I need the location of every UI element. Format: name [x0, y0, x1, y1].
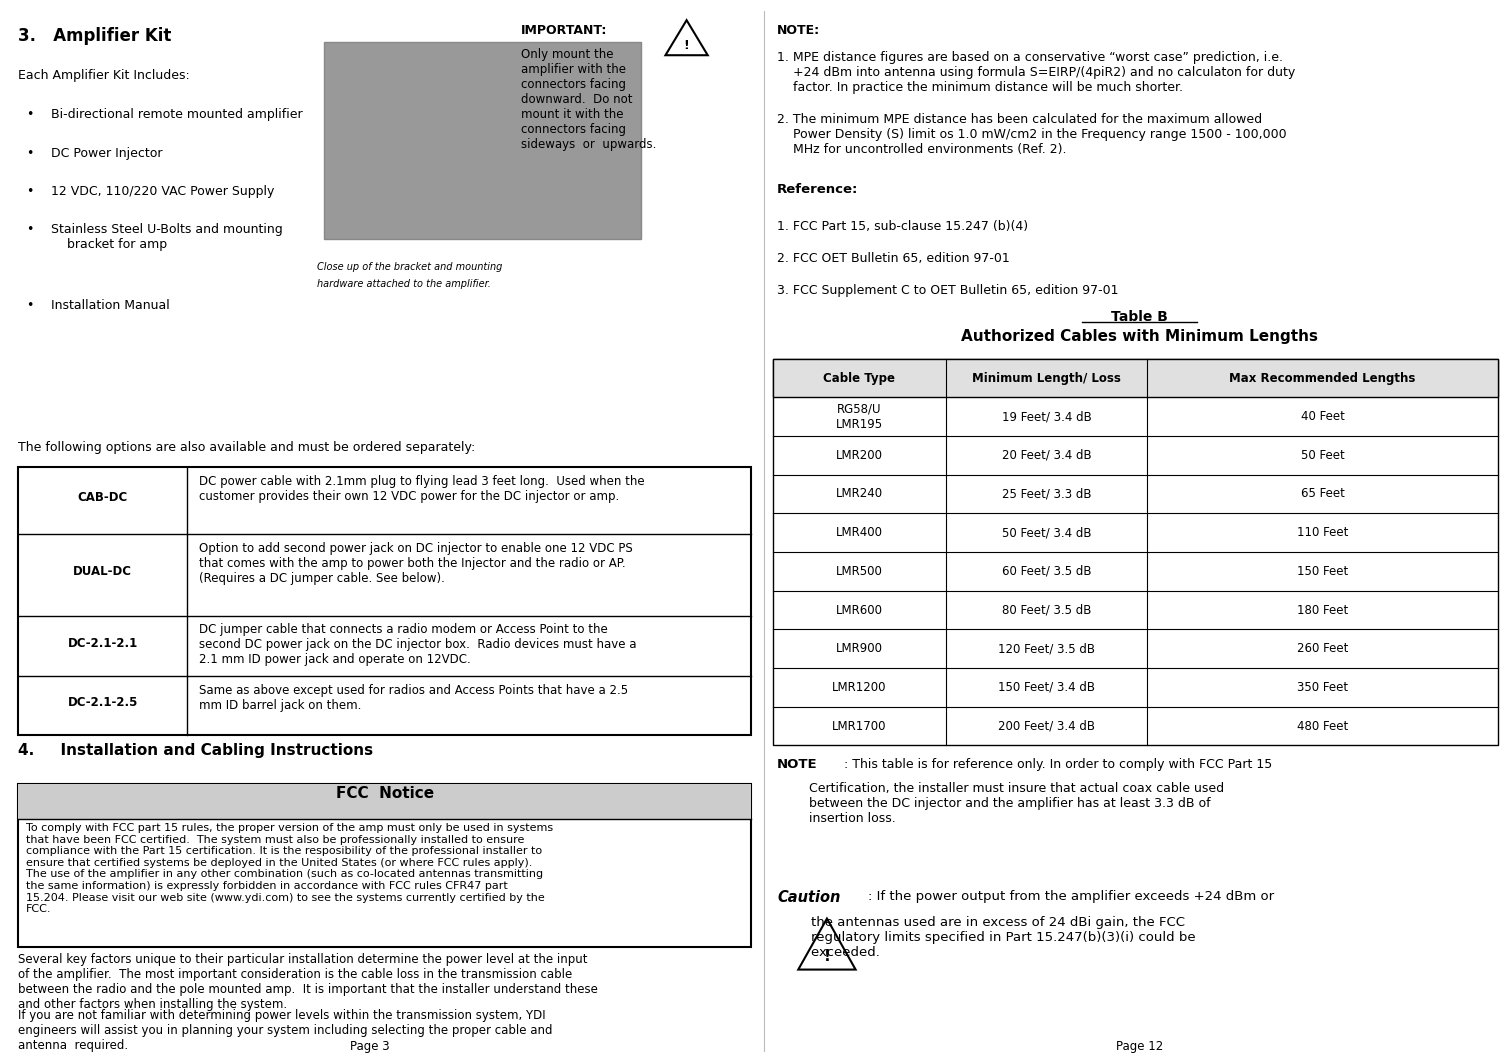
Text: Page 3: Page 3 [350, 1041, 389, 1053]
Text: DC Power Injector: DC Power Injector [51, 147, 163, 160]
Text: •: • [26, 223, 33, 236]
Text: : If the power output from the amplifier exceeds +24 dBm or: : If the power output from the amplifier… [868, 890, 1274, 903]
Text: Installation Manual: Installation Manual [51, 299, 171, 313]
Text: •: • [26, 109, 33, 121]
Text: 2. The minimum MPE distance has been calculated for the maximum allowed
    Powe: 2. The minimum MPE distance has been cal… [777, 113, 1287, 155]
Text: 1. FCC Part 15, sub-clause 15.247 (b)(4): 1. FCC Part 15, sub-clause 15.247 (b)(4) [777, 220, 1028, 233]
Text: 50 Feet/ 3.4 dB: 50 Feet/ 3.4 dB [1002, 526, 1091, 539]
Text: Bi-directional remote mounted amplifier: Bi-directional remote mounted amplifier [51, 109, 303, 121]
Text: CAB-DC: CAB-DC [77, 491, 128, 504]
Text: : This table is for reference only. In order to comply with FCC Part 15: : This table is for reference only. In o… [844, 759, 1272, 771]
Text: 260 Feet: 260 Feet [1296, 643, 1349, 655]
Text: NOTE:: NOTE: [777, 24, 821, 37]
Text: LMR1700: LMR1700 [831, 719, 887, 733]
Bar [324, 43, 641, 239]
Text: 2. FCC OET Bulletin 65, edition 97-01: 2. FCC OET Bulletin 65, edition 97-01 [777, 252, 1010, 265]
Text: Stainless Steel U-Bolts and mounting
    bracket for amp: Stainless Steel U-Bolts and mounting bra… [51, 223, 284, 251]
Text: 200 Feet/ 3.4 dB: 200 Feet/ 3.4 dB [997, 719, 1096, 733]
Text: Table B: Table B [1111, 310, 1168, 325]
Text: Minimum Length/ Loss: Minimum Length/ Loss [972, 371, 1121, 384]
Text: FCC  Notice: FCC Notice [335, 786, 435, 801]
Text: The following options are also available and must be ordered separately:: The following options are also available… [18, 440, 475, 453]
Text: LMR200: LMR200 [836, 449, 883, 462]
Text: •: • [26, 147, 33, 160]
Text: 110 Feet: 110 Feet [1296, 526, 1349, 539]
Text: Authorized Cables with Minimum Lengths: Authorized Cables with Minimum Lengths [961, 329, 1317, 345]
Text: 350 Feet: 350 Feet [1298, 681, 1348, 694]
Text: Certification, the installer must insure that actual coax cable used
        bet: Certification, the installer must insure… [777, 782, 1224, 825]
Bar [18, 784, 751, 819]
Text: 150 Feet: 150 Feet [1298, 565, 1348, 578]
Text: 480 Feet: 480 Feet [1298, 719, 1348, 733]
Text: 3.   Amplifier Kit: 3. Amplifier Kit [18, 27, 172, 45]
Text: 4.     Installation and Cabling Instructions: 4. Installation and Cabling Instructions [18, 744, 373, 759]
Text: •: • [26, 299, 33, 313]
Text: 19 Feet/ 3.4 dB: 19 Feet/ 3.4 dB [1002, 410, 1091, 423]
Text: 3. FCC Supplement C to OET Bulletin 65, edition 97-01: 3. FCC Supplement C to OET Bulletin 65, … [777, 283, 1118, 297]
Text: 40 Feet: 40 Feet [1301, 410, 1345, 423]
Text: 50 Feet: 50 Feet [1301, 449, 1345, 462]
Text: 20 Feet/ 3.4 dB: 20 Feet/ 3.4 dB [1002, 449, 1091, 462]
Text: Close up of the bracket and mounting: Close up of the bracket and mounting [317, 263, 502, 272]
Text: 25 Feet/ 3.3 dB: 25 Feet/ 3.3 dB [1002, 487, 1091, 500]
Text: DC jumper cable that connects a radio modem or Access Point to the
second DC pow: DC jumper cable that connects a radio mo… [199, 624, 637, 666]
Bar [773, 359, 1498, 746]
Text: LMR240: LMR240 [836, 487, 883, 500]
Text: DC power cable with 2.1mm plug to flying lead 3 feet long.  Used when the
custom: DC power cable with 2.1mm plug to flying… [199, 475, 644, 502]
Text: IMPORTANT:: IMPORTANT: [521, 24, 607, 37]
Text: 12 VDC, 110/220 VAC Power Supply: 12 VDC, 110/220 VAC Power Supply [51, 185, 275, 198]
Text: RG58/U
LMR195: RG58/U LMR195 [836, 402, 883, 431]
Text: 180 Feet: 180 Feet [1298, 603, 1348, 616]
Text: DC-2.1-2.1: DC-2.1-2.1 [68, 636, 137, 649]
Text: LMR600: LMR600 [836, 603, 883, 616]
Bar [18, 784, 751, 947]
Text: If you are not familiar with determining power levels within the transmission sy: If you are not familiar with determining… [18, 1009, 552, 1052]
Text: !: ! [684, 39, 690, 52]
Text: 80 Feet/ 3.5 dB: 80 Feet/ 3.5 dB [1002, 603, 1091, 616]
Text: Each Amplifier Kit Includes:: Each Amplifier Kit Includes: [18, 69, 190, 82]
Text: Reference:: Reference: [777, 183, 859, 196]
Text: 1. MPE distance figures are based on a conservative “worst case” prediction, i.e: 1. MPE distance figures are based on a c… [777, 51, 1295, 94]
Text: LMR1200: LMR1200 [831, 681, 887, 694]
Bar [18, 467, 751, 735]
Text: NOTE: NOTE [777, 759, 818, 771]
Text: DUAL-DC: DUAL-DC [72, 565, 133, 579]
Text: LMR500: LMR500 [836, 565, 883, 578]
Text: 120 Feet/ 3.5 dB: 120 Feet/ 3.5 dB [997, 643, 1096, 655]
Bar [773, 359, 1498, 397]
Text: !: ! [824, 949, 830, 964]
Text: DC-2.1-2.5: DC-2.1-2.5 [68, 696, 137, 709]
Text: LMR900: LMR900 [836, 643, 883, 655]
Text: 150 Feet/ 3.4 dB: 150 Feet/ 3.4 dB [997, 681, 1096, 694]
Text: •: • [26, 185, 33, 198]
Text: LMR400: LMR400 [836, 526, 883, 539]
Text: Option to add second power jack on DC injector to enable one 12 VDC PS
that come: Option to add second power jack on DC in… [199, 542, 632, 584]
Text: Caution: Caution [777, 890, 841, 904]
Text: 60 Feet/ 3.5 dB: 60 Feet/ 3.5 dB [1002, 565, 1091, 578]
Text: Same as above except used for radios and Access Points that have a 2.5
mm ID bar: Same as above except used for radios and… [199, 684, 628, 712]
Text: Cable Type: Cable Type [824, 371, 895, 384]
Text: Page 12: Page 12 [1115, 1041, 1163, 1053]
Text: the antennas used are in excess of 24 dBi gain, the FCC
        regulatory limit: the antennas used are in excess of 24 dB… [777, 916, 1195, 960]
Text: 65 Feet: 65 Feet [1301, 487, 1345, 500]
Text: hardware attached to the amplifier.: hardware attached to the amplifier. [317, 279, 490, 289]
Text: Only mount the
amplifier with the
connectors facing
downward.  Do not
mount it w: Only mount the amplifier with the connec… [521, 48, 656, 151]
Text: Several key factors unique to their particular installation determine the power : Several key factors unique to their part… [18, 952, 598, 1011]
Text: To comply with FCC part 15 rules, the proper version of the amp must only be use: To comply with FCC part 15 rules, the pr… [26, 824, 552, 914]
Text: Max Recommended Lengths: Max Recommended Lengths [1230, 371, 1415, 384]
